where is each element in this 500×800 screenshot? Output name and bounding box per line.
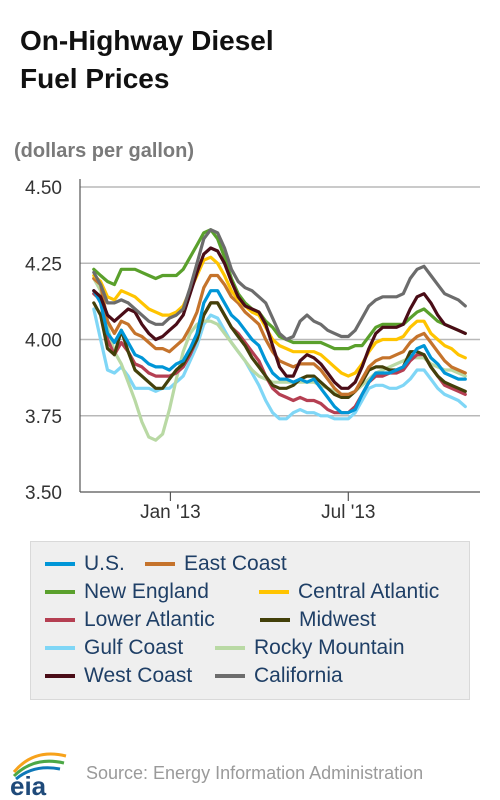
legend-item-central-atlantic: Central Atlantic (259, 578, 439, 606)
legend-label: Midwest (299, 608, 377, 631)
legend-item-midwest: Midwest (260, 606, 376, 634)
series-line-central-atlantic (92, 255, 467, 378)
series-line-gulf-coast (92, 307, 467, 421)
axes: 4.50 4.25 4.00 3.75 3.50 Jan '13 Jul '13 (25, 178, 480, 523)
y-axis-unit-label: (dollars per gallon) (14, 140, 195, 162)
x-tick-label: Jul '13 (321, 502, 375, 523)
series-line-lower-atlantic (92, 292, 467, 415)
series-line-rocky-mountain (92, 276, 467, 442)
legend-label: Lower Atlantic (84, 608, 215, 631)
legend-item-rocky-mountain: Rocky Mountain (215, 634, 405, 662)
series-line-west-coast (92, 246, 467, 390)
footer: eia Source: Energy Information Administr… (0, 740, 500, 800)
legend-item-new-england: New England (45, 578, 209, 606)
legend-label: West Coast (84, 664, 193, 687)
legend-label: Rocky Mountain (254, 636, 405, 659)
chart-title-line2: Fuel Prices (20, 63, 170, 94)
legend-swatch (45, 618, 75, 622)
series-line-east-coast (92, 273, 467, 396)
legend-swatch (45, 646, 75, 650)
legend-item-california: California (215, 662, 343, 690)
source-note: Source: Energy Information Administratio… (86, 763, 424, 783)
series-line-u-s- (92, 289, 467, 415)
series-line-california (92, 228, 467, 342)
line-chart: 4.50 4.25 4.00 3.75 3.50 Jan '13 Jul '13 (25, 178, 480, 523)
legend-item-gulf-coast: Gulf Coast (45, 634, 183, 662)
legend-item-u-s-: U.S. (45, 550, 125, 578)
legend-item-east-coast: East Coast (145, 550, 287, 578)
legend-swatch (45, 674, 75, 678)
y-tick-label: 4.00 (25, 331, 62, 352)
legend-label: New England (84, 580, 209, 603)
chart-title: On-Highway Diesel Fuel Prices (20, 22, 480, 98)
legend-swatch (215, 674, 245, 678)
eia-logo: eia (10, 752, 67, 798)
y-tick-label: 3.75 (25, 407, 62, 428)
legend-label: California (254, 664, 343, 687)
legend-label: U.S. (84, 552, 125, 575)
svg-text:eia: eia (10, 771, 47, 798)
chart-legend: U.S. East Coast New England Central Atlanti… (30, 541, 470, 700)
legend-swatch (260, 618, 290, 622)
legend-label: Gulf Coast (84, 636, 184, 659)
legend-swatch (259, 590, 289, 594)
chart-title-line1: On-Highway Diesel (20, 25, 274, 56)
legend-swatch (145, 562, 175, 566)
series-lines (92, 228, 467, 442)
legend-item-west-coast: West Coast (45, 662, 192, 690)
y-tick-label: 4.50 (25, 178, 62, 199)
legend-label: Central Atlantic (298, 580, 440, 603)
legend-item-lower-atlantic: Lower Atlantic (45, 606, 215, 634)
legend-swatch (45, 590, 75, 594)
y-tick-label: 3.50 (25, 483, 62, 504)
legend-label: East Coast (184, 552, 287, 575)
x-tick-label: Jan '13 (140, 502, 201, 523)
legend-swatch (215, 646, 245, 650)
legend-swatch (45, 562, 75, 566)
y-tick-label: 4.25 (25, 254, 62, 275)
